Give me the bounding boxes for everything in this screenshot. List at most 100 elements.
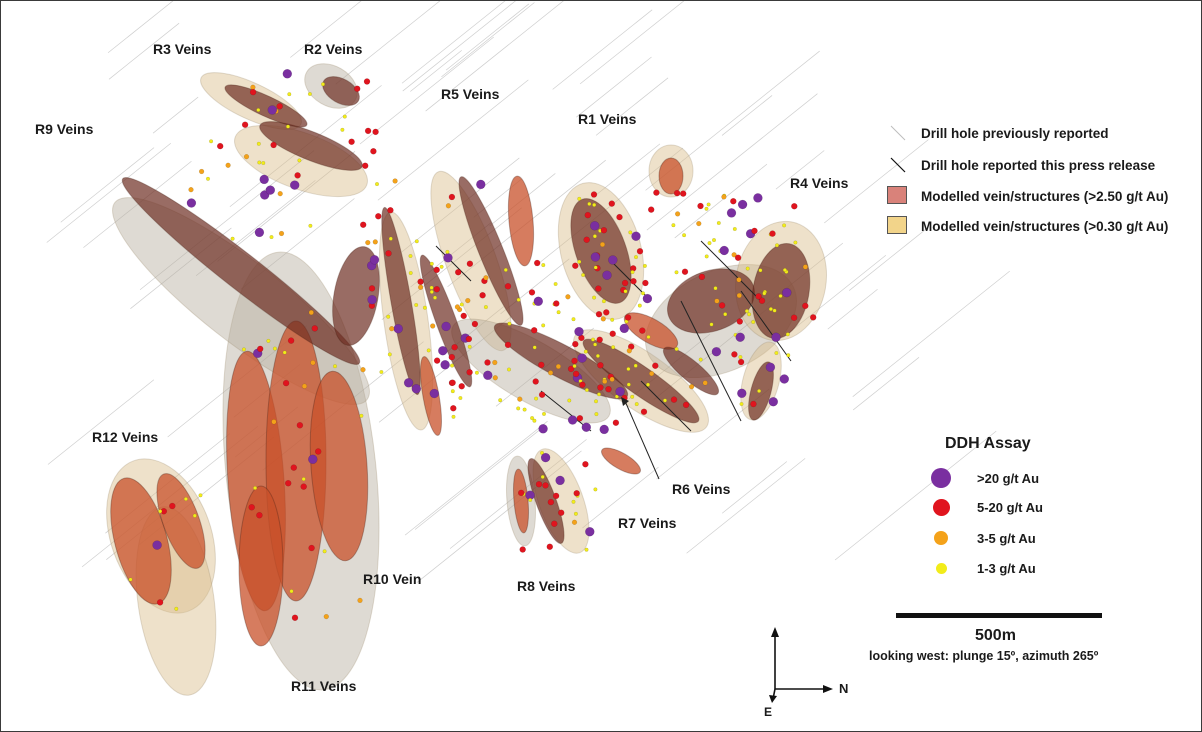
assay-point [707,241,712,246]
north-label: N [839,681,849,696]
assay-point [241,121,249,128]
assay-point [372,128,379,136]
assay-point [429,289,434,294]
assay-point [528,498,533,503]
assay-point [448,193,456,201]
assay-point [721,194,727,200]
assay-point [619,323,629,334]
assay-point [612,419,620,426]
vein-body [493,322,629,400]
label-r9-veins: R9 Veins [35,121,94,137]
drill-hole-line [686,458,806,554]
assay-point [448,353,455,361]
assay-point [630,278,637,285]
assay-point [418,284,424,290]
assay-point [702,380,708,386]
assay-point [128,577,133,582]
assay-point [732,226,737,231]
assay-point [592,202,597,207]
assay-point [673,189,681,197]
assay-point [623,289,628,294]
assay-point [745,266,750,271]
vein-body [507,175,535,267]
assay-point [310,360,316,366]
assay-point [458,396,463,401]
assay-point [572,370,580,378]
assay-point [498,398,503,403]
assay-point [411,384,421,394]
assay-point [782,223,787,228]
assay-point [542,411,547,416]
assay-point [713,286,718,291]
label-r11-veins: R11 Veins [291,678,357,694]
drill-hole-line [416,450,582,583]
assay-point [581,422,591,432]
new-drill-hole [640,380,692,432]
assay-point [241,347,246,352]
assay-point [573,490,580,497]
drill-hole-line [852,357,920,411]
assay-point [386,314,391,319]
assay-point [731,351,738,358]
vein-body [259,121,363,171]
assay-point [571,519,578,525]
assay-point [538,391,546,398]
assay-point [737,388,747,398]
assay-point [522,407,527,412]
assay-point [641,291,646,296]
drill-hole-line [401,1,506,84]
assay-point [474,370,479,375]
assay-point [790,314,798,321]
assay-point [449,379,456,386]
assay-point [528,289,536,296]
assay-point [532,345,537,350]
assay-point [762,291,767,296]
assay-point [547,498,555,506]
assay-point [532,378,539,385]
drill-hole-line [552,9,653,90]
assay-point [387,207,394,214]
assay-point [426,348,431,353]
assay-point [393,324,403,334]
assay-points [128,69,817,621]
assay-point [573,511,578,516]
assay-point [451,414,456,419]
assay-point [652,362,659,369]
assay-label: 3-5 g/t Au [977,530,1036,546]
assay-point [429,388,439,399]
assay-point [579,381,586,388]
assay-point [714,298,720,304]
assay-point [300,483,307,490]
assay-point [290,464,297,471]
assay-point [624,314,632,321]
assay-point [445,249,450,254]
vein-body [238,485,284,647]
assay-point [253,486,258,491]
drill-hole-line [646,93,818,231]
assay-point [467,344,472,349]
assay-point [582,461,589,468]
drill-hole-line [107,1,174,54]
vein-body [322,76,360,106]
assay-point [265,185,275,195]
assay-point [585,527,595,537]
assay-point [272,346,277,351]
assay-point [572,262,579,269]
assay-point [696,221,702,227]
assay-point [308,309,314,316]
prev-hole-line-icon [887,123,909,143]
assay-point [483,370,493,380]
assay-point [152,540,162,550]
drill-hole-line [404,420,548,536]
assay-point [628,230,633,235]
assay-point [408,253,413,258]
assay-point [301,477,306,482]
assay-point [663,398,668,403]
assay-point [642,293,653,304]
assay-point [277,191,283,197]
new-hole-line-icon [887,155,909,175]
assay-point [532,418,537,423]
assay-item: 1-3 g/t Au [931,557,1036,579]
vein-body [570,198,632,304]
assay-point [631,231,641,241]
